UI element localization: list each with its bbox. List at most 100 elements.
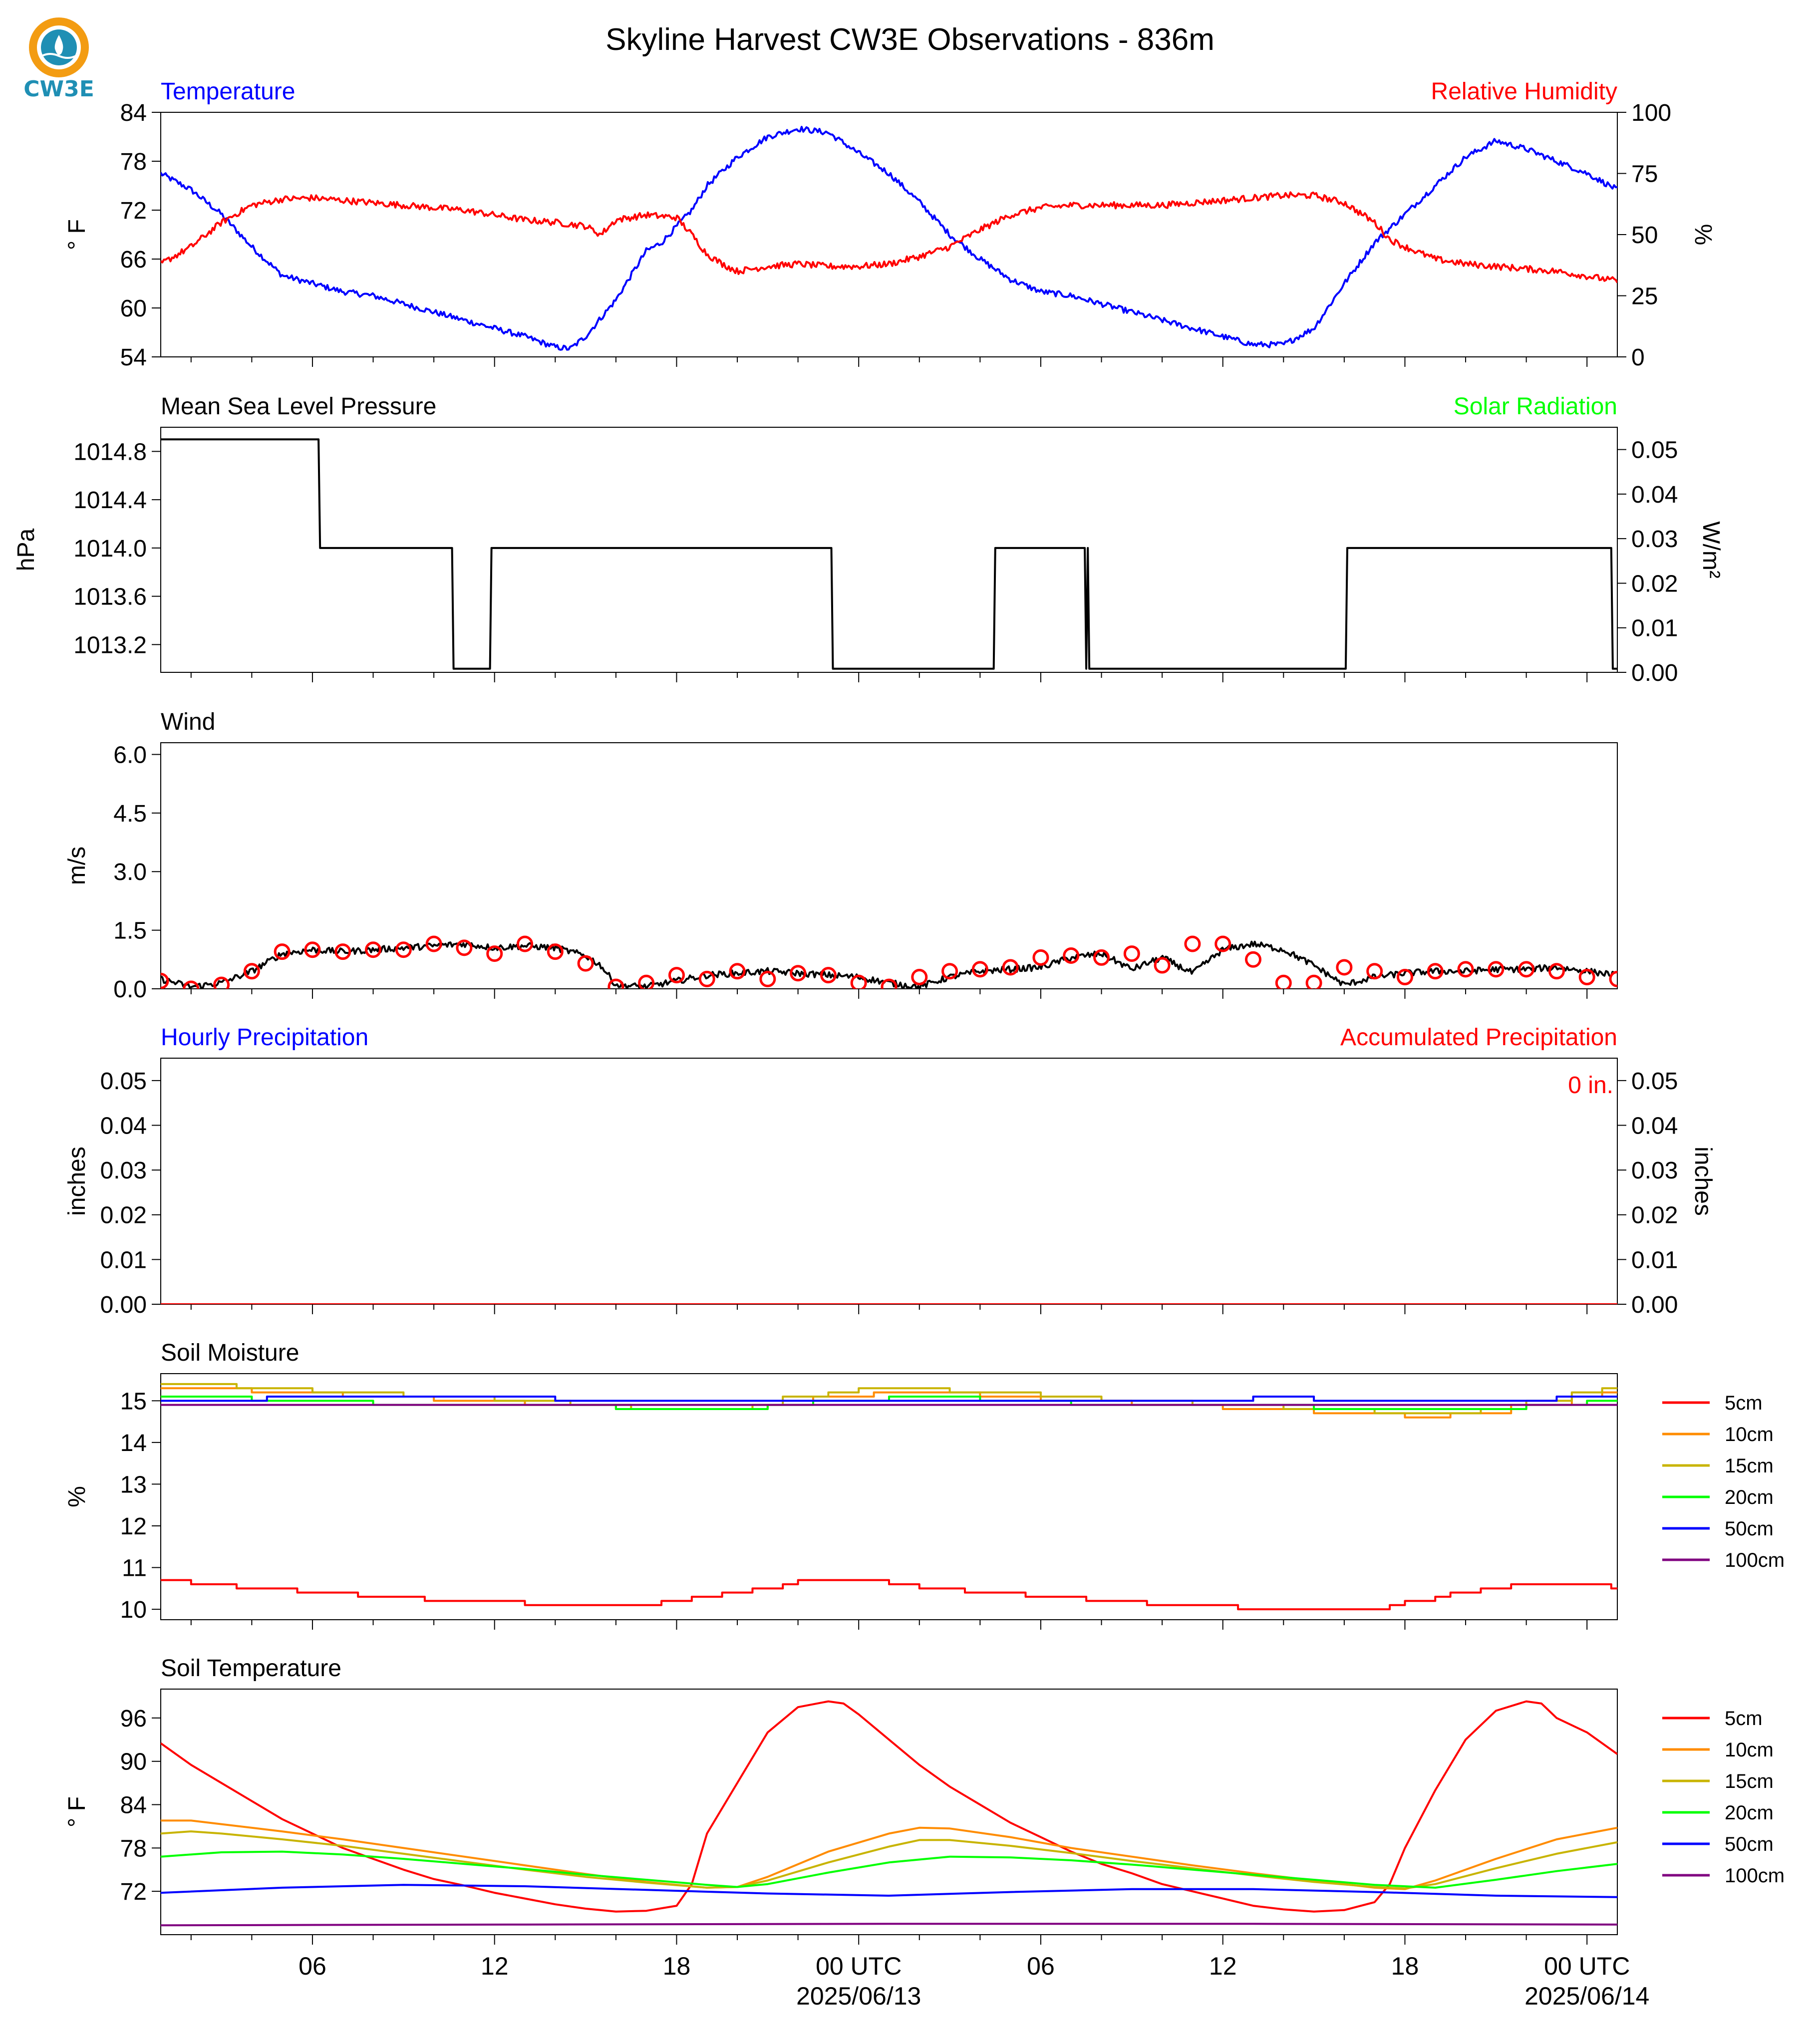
y-tick-label-right: 0.01: [1631, 1247, 1678, 1273]
y-tick-label: 0.03: [100, 1158, 147, 1184]
y-tick-label-right: 50: [1631, 222, 1658, 249]
y-tick-label-right: 0.00: [1631, 660, 1678, 686]
gust-marker: [1488, 961, 1505, 978]
y-tick-label-right: 0.04: [1631, 482, 1678, 508]
series-20cm: [161, 1395, 1617, 1411]
y-tick-label: 10: [120, 1597, 147, 1623]
y-axis-label: m/s: [64, 847, 90, 885]
series-line: [161, 1395, 1617, 1411]
gust-marker: [698, 970, 715, 987]
y-tick-label: 60: [120, 295, 147, 322]
series-15cm: [161, 1830, 1617, 1890]
y-tick-label: 12: [120, 1513, 147, 1540]
gust-marker: [577, 955, 594, 972]
y-tick-label: 1.5: [113, 918, 147, 944]
panel-title-left: Mean Sea Level Pressure: [161, 393, 436, 420]
cw3e-logo: CW3E: [23, 17, 94, 102]
panel-title-left: Wind: [161, 709, 215, 735]
series-50cm: [161, 1884, 1617, 1898]
gust-marker: [213, 976, 230, 989]
logo-wave-icon: [41, 53, 76, 59]
panel-4: Soil Moisture 10 11 12 13 14 15% 5cm 10cm 15cm 20c…: [64, 1340, 1785, 1630]
gust-marker: [1123, 945, 1140, 962]
y-axis-label: ° F: [64, 1796, 90, 1827]
panel-0: Temperature Relative Humidity 54 60 66 72 78 84…: [64, 78, 1716, 371]
series-line: [161, 1579, 1617, 1611]
gust-marker: [820, 967, 837, 984]
x-tick-label: 12: [1209, 1952, 1237, 1980]
gust-marker: [881, 978, 898, 989]
y-axis-label-right: W/m²: [1698, 521, 1724, 579]
y-tick-label: 3.0: [113, 859, 147, 885]
gust-marker: [1002, 959, 1019, 976]
y-tick-label: 96: [120, 1706, 147, 1732]
series-relative-humidity: [161, 191, 1617, 284]
y-tick-label: 1014.8: [73, 439, 147, 465]
series-temperature: [161, 126, 1617, 351]
y-axis-label: inches: [64, 1147, 90, 1216]
gust-marker: [729, 963, 746, 980]
legend-label: 100cm: [1725, 1865, 1785, 1887]
series-wind-gust: [161, 935, 1617, 989]
y-tick-label: 1013.2: [73, 632, 147, 658]
gust-marker: [638, 974, 655, 989]
gust-marker: [1245, 951, 1261, 968]
series-5cm: [161, 1579, 1617, 1611]
y-tick-label: 72: [120, 198, 147, 224]
series-line: [161, 1819, 1617, 1890]
y-tick-label-right: 0.03: [1631, 1158, 1678, 1184]
legend-label: 20cm: [1725, 1802, 1774, 1824]
y-tick-label: 11: [122, 1555, 147, 1582]
y-tick-label: 84: [120, 1792, 147, 1819]
panel-title-left: Soil Temperature: [161, 1655, 341, 1682]
y-tick-label-right: 100: [1631, 100, 1671, 126]
panel-3: Hourly Precipitation Accumulated Precipit…: [64, 1024, 1716, 1318]
gust-marker: [161, 972, 169, 989]
y-tick-label: 13: [120, 1471, 147, 1498]
gust-marker: [1305, 974, 1322, 989]
legend-label: 15cm: [1725, 1770, 1774, 1792]
gust-marker: [941, 963, 958, 980]
series-line: [161, 126, 1617, 351]
legend-label: 10cm: [1725, 1424, 1774, 1446]
y-tick-label-right: 0.05: [1631, 437, 1678, 464]
y-tick-label-right: 0.00: [1631, 1292, 1678, 1318]
x-tick-label: 18: [663, 1952, 691, 1980]
gust-marker: [1275, 974, 1292, 989]
panel-title-right: Relative Humidity: [1431, 78, 1617, 105]
legend-label: 50cm: [1725, 1518, 1774, 1540]
y-axis-label-right: inches: [1690, 1147, 1716, 1216]
panel-frame: [160, 1058, 1618, 1305]
gust-marker: [1093, 949, 1110, 966]
x-date-label: 2025/06/14: [1524, 1982, 1649, 2010]
y-tick-label-right: 0.03: [1631, 526, 1678, 553]
x-tick-label: 18: [1391, 1952, 1419, 1980]
panels: Temperature Relative Humidity 54 60 66 72 78 84…: [13, 78, 1785, 2010]
gust-marker: [334, 943, 351, 960]
gust-marker: [1548, 963, 1565, 980]
gust-marker: [911, 969, 928, 986]
y-tick-label-right: 0.02: [1631, 571, 1678, 597]
series-5cm: [161, 1700, 1617, 1913]
gust-marker: [456, 939, 473, 956]
y-tick-label: 90: [120, 1749, 147, 1775]
panel-title-left: Temperature: [161, 78, 295, 105]
y-tick-label-right: 0: [1631, 344, 1645, 371]
x-tick-label: 00 UTC: [816, 1952, 902, 1980]
gust-marker: [1063, 947, 1080, 964]
legend: 5cm 10cm 15cm 20cm 50cm 100cm: [1662, 1708, 1785, 1887]
gust-marker: [425, 935, 442, 952]
gust-marker: [365, 941, 382, 958]
gust-marker: [759, 970, 776, 987]
y-tick-label: 0.05: [100, 1068, 147, 1095]
gust-marker: [274, 943, 291, 960]
panel-frame: [160, 1373, 1618, 1620]
y-tick-label: 0.00: [100, 1292, 147, 1318]
gust-marker: [1336, 959, 1353, 976]
y-tick-label: 0.02: [100, 1202, 147, 1229]
y-tick-label: 0.04: [100, 1113, 147, 1139]
panel-title-left: Hourly Precipitation: [161, 1024, 368, 1051]
gust-marker: [304, 941, 321, 958]
series-line: [161, 940, 1617, 989]
y-tick-label: 78: [120, 149, 147, 175]
